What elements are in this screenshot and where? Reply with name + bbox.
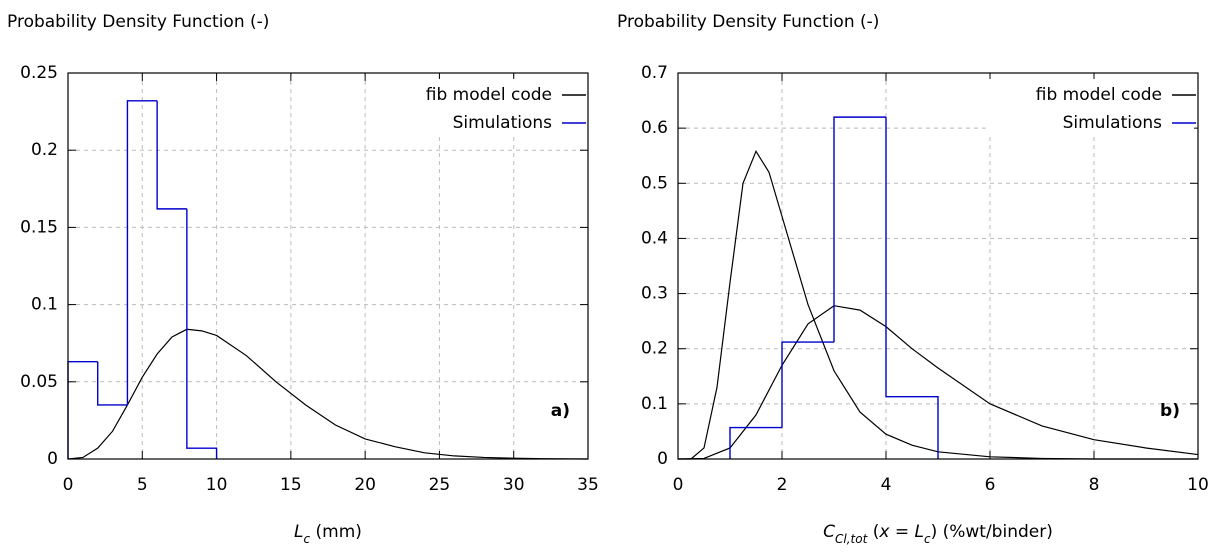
histogram-bin: [156, 100, 187, 210]
x-axis-title-part: Cl,tot: [835, 532, 869, 546]
legend-label: fib model code: [1036, 85, 1162, 105]
panel-label: a): [551, 401, 570, 421]
legend-box: [378, 79, 584, 137]
legend-label: Simulations: [453, 113, 553, 133]
y-tick-label: 0.2: [641, 339, 668, 359]
density-curve: [677, 305, 1199, 460]
histogram-bin: [729, 426, 782, 459]
x-tick-label: 30: [503, 475, 525, 495]
x-axis-title-part: C: [823, 522, 835, 542]
y-tick-label: 0.3: [641, 284, 668, 304]
y-tick-label: 0.1: [31, 295, 58, 315]
x-tick-label: 0: [673, 475, 684, 495]
x-tick-label: 15: [280, 475, 302, 495]
x-tick-label: 0: [63, 475, 74, 495]
histogram-bin: [833, 116, 886, 343]
y-tick-label: 0.4: [641, 228, 668, 248]
y-tick-label: 0.05: [20, 372, 58, 392]
x-tick-label: 2: [777, 475, 788, 495]
y-tick-label: 0.1: [641, 394, 668, 414]
y-tick-label: 0.7: [641, 63, 668, 83]
x-tick-label: 4: [881, 475, 892, 495]
x-axis-title-part: (mm): [310, 522, 362, 542]
y-tick-label: 0: [47, 449, 58, 469]
x-axis-title-part: c: [304, 532, 311, 546]
histogram-bin: [67, 361, 98, 459]
x-tick-label: 10: [1187, 475, 1209, 495]
chart: Probability Density Function (-) 0 0.1 0.2 0…: [617, 12, 1209, 546]
y-tick-label: 0: [657, 449, 668, 469]
x-tick-label: 8: [1089, 475, 1100, 495]
y-tick-label: 0.6: [641, 118, 668, 138]
y-axis-title: Probability Density Function (-): [617, 12, 879, 32]
density-curve: [67, 328, 589, 460]
x-axis-title-part: ) (%wt/binder): [931, 522, 1053, 542]
histogram-bin: [186, 208, 218, 459]
y-tick-label: 0.25: [20, 63, 58, 83]
x-tick-label: 5: [137, 475, 148, 495]
x-axis-title-part: L: [294, 522, 303, 542]
x-axis-title: CCl,tot (x = Lc) (%wt/binder): [823, 522, 1053, 546]
plot-frame: [67, 72, 589, 460]
panel-label: b): [1160, 401, 1180, 421]
plot-frame: [677, 72, 1199, 460]
density-curve: [678, 149, 1198, 460]
x-axis-title-part: c: [924, 532, 931, 546]
chart: Probability Density Function (-) 0 0.05 0.1…: [7, 12, 599, 546]
histogram-bin: [885, 117, 939, 459]
histogram-bin: [97, 361, 128, 406]
x-tick-label: 20: [354, 475, 376, 495]
histogram-bin: [781, 341, 834, 428]
x-axis-title-part: (: [867, 522, 879, 542]
x-tick-label: 6: [985, 475, 996, 495]
y-tick-label: 0.5: [641, 173, 668, 193]
x-tick-label: 35: [577, 475, 599, 495]
y-tick-label: 0.2: [31, 140, 58, 160]
y-tick-label: 0.15: [20, 217, 58, 237]
x-axis-title-part: x = L: [878, 522, 924, 542]
histogram-bin: [126, 100, 158, 405]
x-tick-label: 25: [429, 475, 451, 495]
x-axis-title: Lc (mm): [294, 522, 362, 546]
legend-label: Simulations: [1063, 113, 1163, 133]
legend-box: [988, 79, 1194, 137]
legend-label: fib model code: [426, 85, 552, 105]
y-axis-title: Probability Density Function (-): [7, 12, 269, 32]
x-tick-label: 10: [206, 475, 228, 495]
